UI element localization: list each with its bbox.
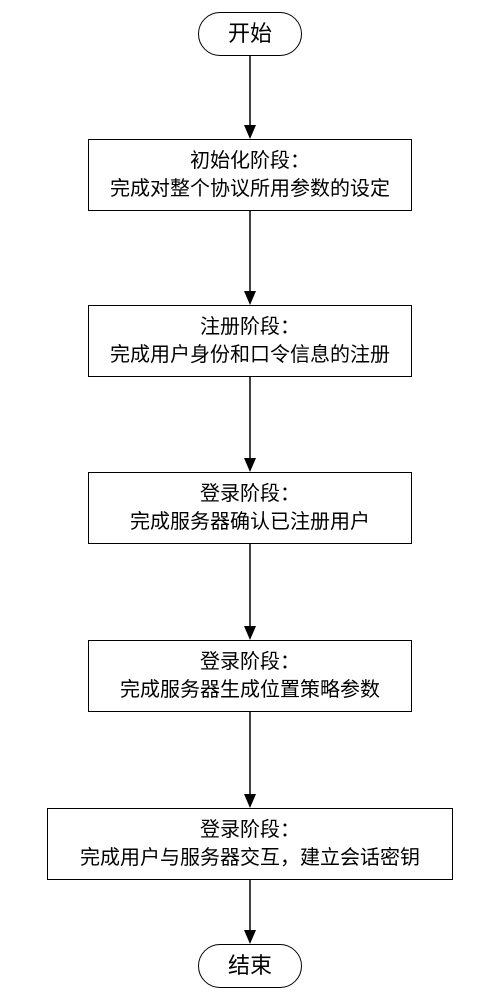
node-start-label: 开始 [228,19,272,50]
node-start: 开始 [198,12,302,56]
node-login1-line2: 完成服务器确认已注册用户 [130,508,370,536]
node-init-line2: 完成对整个协议所用参数的设定 [110,175,390,203]
node-login3-line2: 完成用户与服务器交互，建立会话密钥 [80,844,420,872]
node-end-label: 结束 [228,951,272,982]
node-login1: 登录阶段： 完成服务器确认已注册用户 [88,472,412,544]
node-login2-line2: 完成服务器生成位置策略参数 [120,676,380,704]
node-register-line1: 注册阶段： [200,313,300,341]
node-register-line2: 完成用户身份和口令信息的注册 [110,341,390,369]
node-login2-line1: 登录阶段： [200,648,300,676]
node-login3: 登录阶段： 完成用户与服务器交互，建立会话密钥 [47,808,453,880]
node-login2: 登录阶段： 完成服务器生成位置策略参数 [88,640,412,712]
node-register: 注册阶段： 完成用户身份和口令信息的注册 [88,305,412,377]
node-init-line1: 初始化阶段： [190,147,310,175]
flowchart-canvas: 开始 初始化阶段： 完成对整个协议所用参数的设定 注册阶段： 完成用户身份和口令… [0,0,501,1000]
node-login3-line1: 登录阶段： [200,816,300,844]
node-end: 结束 [198,944,302,988]
node-login1-line1: 登录阶段： [200,480,300,508]
node-init: 初始化阶段： 完成对整个协议所用参数的设定 [88,139,412,211]
